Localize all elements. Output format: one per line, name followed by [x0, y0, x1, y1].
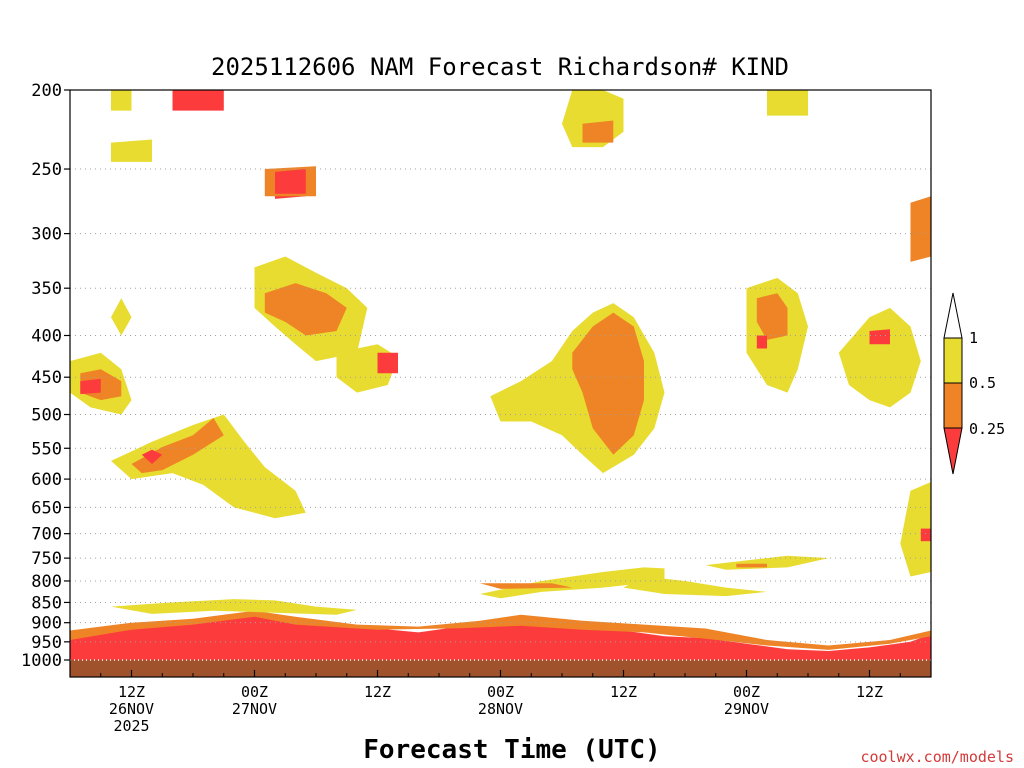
xtick-label-42-1: 28NOV	[478, 700, 523, 718]
legend-box-orange	[943, 382, 963, 429]
ytick-label-200: 200	[31, 81, 62, 101]
legend-arrow-bottom	[943, 427, 963, 475]
ytick-label-650: 650	[31, 498, 62, 518]
ytick-label-750: 750	[31, 549, 62, 569]
region-yellow-33	[900, 482, 931, 577]
region-red-13	[80, 378, 101, 395]
region-yellow-8	[111, 414, 306, 519]
color-legend: 1 0.5 0.25	[943, 292, 1005, 475]
region-yellow-6	[705, 555, 829, 570]
ytick-label-600: 600	[31, 470, 62, 490]
ytick-label-500: 500	[31, 406, 62, 426]
legend-label-1: 0.5	[969, 374, 996, 392]
xtick-label-6-1: 26NOV	[109, 700, 154, 718]
chart-title: 2025112606 NAM Forecast Richardson# KIND	[211, 53, 789, 81]
xtick-label-6-2: 2025	[113, 717, 149, 735]
region-red-0	[70, 614, 931, 660]
region-yellow-37	[111, 139, 152, 162]
region-orange-4	[480, 583, 573, 589]
y-axis-ticks: 200 250 300 350 400 450 500 550 600 650 700 750 8008…	[21, 81, 70, 671]
region-red-34	[920, 528, 931, 542]
region-orange-7	[736, 563, 767, 568]
ytick-label-550: 550	[31, 439, 62, 459]
ytick-label-300: 300	[31, 225, 62, 245]
legend-arrow-top	[943, 292, 963, 339]
region-yellow-2	[111, 599, 357, 615]
region-red-35	[172, 90, 224, 111]
ytick-label-250: 250	[31, 160, 62, 180]
region-red-10	[141, 449, 163, 464]
region-orange-27	[756, 293, 788, 340]
xtick-label-54-0: 12Z	[610, 683, 637, 701]
region-orange-31	[910, 196, 931, 262]
ground-band	[70, 659, 931, 677]
region-yellow-5	[623, 576, 767, 597]
xtick-label-78-0: 12Z	[856, 683, 883, 701]
ytick-label-400: 400	[31, 326, 62, 346]
region-yellow-14	[111, 298, 132, 336]
legend-label-0: 1	[969, 329, 978, 347]
xtick-label-18-1: 27NOV	[232, 700, 277, 718]
region-orange-16	[264, 283, 347, 336]
gridlines	[70, 168, 931, 643]
xtick-label-66-0: 00Z	[733, 683, 760, 701]
ytick-label-350: 350	[31, 279, 62, 299]
region-orange-25	[582, 120, 614, 143]
region-yellow-36	[111, 90, 132, 111]
region-yellow-29	[838, 307, 921, 408]
ytick-label-700: 700	[31, 525, 62, 545]
region-red-30	[869, 329, 890, 345]
region-yellow-32	[767, 90, 808, 116]
xtick-label-6-0: 12Z	[118, 683, 145, 701]
ytick-label-850: 850	[31, 593, 62, 613]
legend-label-2: 0.25	[969, 420, 1005, 438]
ytick-label-1000: 1000	[21, 651, 62, 671]
region-orange-23	[572, 312, 644, 455]
region-red-28	[756, 335, 767, 349]
heatmap-regions	[70, 90, 931, 660]
ytick-label-450: 450	[31, 368, 62, 388]
ytick-label-950: 950	[31, 633, 62, 653]
region-red-19	[275, 169, 306, 194]
xtick-label-18-0: 00Z	[241, 683, 268, 701]
region-orange-1	[70, 610, 931, 650]
region-yellow-3	[480, 567, 665, 599]
x-axis-label: Forecast Time (UTC)	[363, 735, 660, 765]
region-red-21	[377, 352, 398, 374]
credit-text: coolwx.com/models	[860, 748, 1014, 766]
xtick-label-66-1: 29NOV	[724, 700, 769, 718]
ytick-label-800: 800	[31, 572, 62, 592]
xtick-label-30-0: 12Z	[364, 683, 391, 701]
plot-frame	[69, 89, 932, 678]
xtick-label-42-0: 00Z	[487, 683, 514, 701]
ytick-label-900: 900	[31, 614, 62, 634]
ground-rect	[70, 660, 931, 677]
legend-box-yellow	[943, 337, 963, 384]
